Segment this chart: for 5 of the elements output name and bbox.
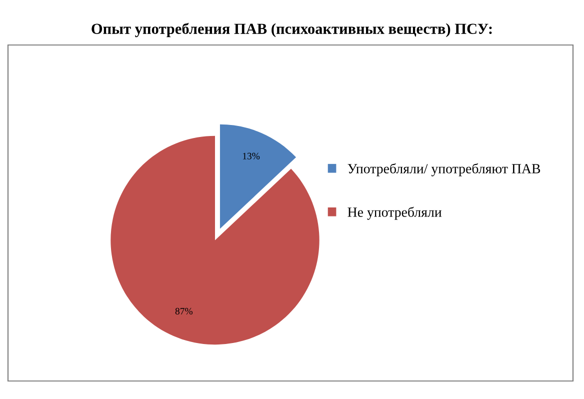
- data-label: 13%: [243, 152, 260, 160]
- legend-label: Не употребляли: [348, 206, 442, 220]
- legend-label: Употребляли/ употребляют ПАВ: [348, 163, 540, 176]
- chart-title: Опыт употребления ПАВ (психоактивных веществ) ПСУ:: [92, 22, 492, 38]
- data-label: 87%: [175, 308, 192, 315]
